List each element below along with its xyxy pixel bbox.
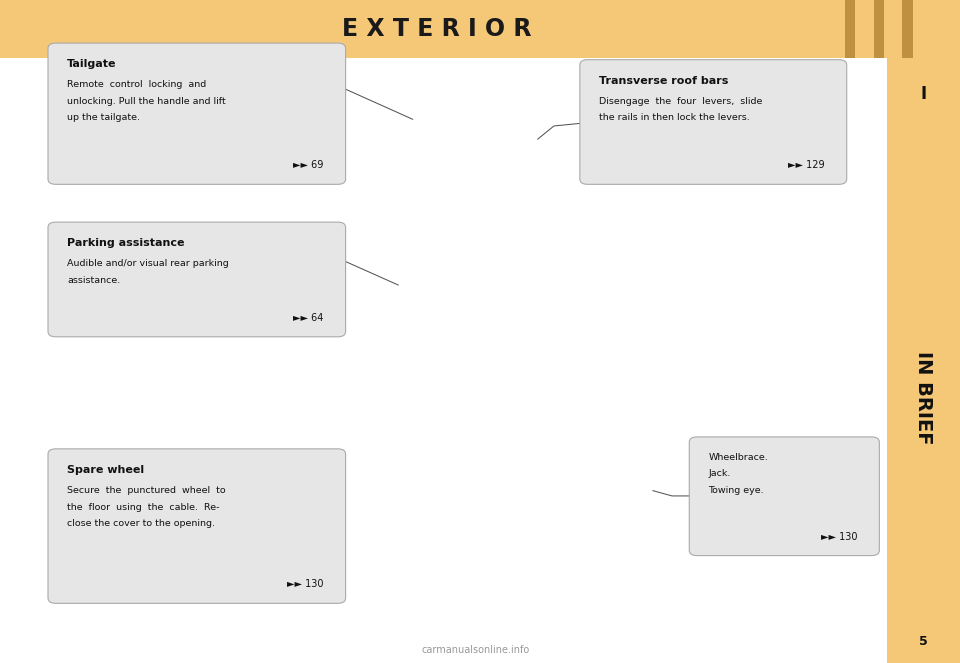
Text: Remote  control  locking  and: Remote control locking and bbox=[67, 80, 206, 90]
Text: carmanualsonline.info: carmanualsonline.info bbox=[421, 645, 529, 655]
Text: Parking assistance: Parking assistance bbox=[67, 238, 184, 248]
Text: up the tailgate.: up the tailgate. bbox=[67, 113, 140, 123]
FancyBboxPatch shape bbox=[48, 43, 346, 184]
Text: ►► 129: ►► 129 bbox=[788, 160, 825, 170]
Text: Secure  the  punctured  wheel  to: Secure the punctured wheel to bbox=[67, 486, 226, 495]
Text: close the cover to the opening.: close the cover to the opening. bbox=[67, 519, 215, 528]
Text: ►► 69: ►► 69 bbox=[293, 160, 324, 170]
Bar bbox=[859, 0, 870, 58]
Text: Disengage  the  four  levers,  slide: Disengage the four levers, slide bbox=[599, 97, 762, 106]
Bar bbox=[887, 0, 960, 663]
FancyBboxPatch shape bbox=[48, 222, 346, 337]
Bar bbox=[874, 0, 884, 58]
Text: assistance.: assistance. bbox=[67, 276, 120, 285]
Text: Audible and/or visual rear parking: Audible and/or visual rear parking bbox=[67, 259, 228, 269]
Text: IN BRIEF: IN BRIEF bbox=[914, 351, 933, 445]
Text: Wheelbrace.: Wheelbrace. bbox=[708, 453, 768, 462]
Text: Tailgate: Tailgate bbox=[67, 59, 117, 69]
Text: I: I bbox=[921, 85, 926, 103]
Text: 5: 5 bbox=[919, 635, 928, 648]
Text: ►► 130: ►► 130 bbox=[821, 532, 857, 542]
Text: Towing eye.: Towing eye. bbox=[708, 486, 764, 495]
Bar bbox=[888, 0, 899, 58]
Text: the  floor  using  the  cable.  Re-: the floor using the cable. Re- bbox=[67, 503, 220, 512]
Text: ►► 64: ►► 64 bbox=[293, 313, 324, 323]
Text: Spare wheel: Spare wheel bbox=[67, 465, 144, 475]
Text: unlocking. Pull the handle and lift: unlocking. Pull the handle and lift bbox=[67, 97, 226, 106]
Text: ►► 130: ►► 130 bbox=[287, 579, 324, 589]
Text: Jack.: Jack. bbox=[708, 469, 731, 479]
Bar bbox=[0, 0, 960, 58]
Bar bbox=[845, 0, 855, 58]
Text: E X T E R I O R: E X T E R I O R bbox=[342, 17, 532, 41]
FancyBboxPatch shape bbox=[48, 449, 346, 603]
Bar bbox=[902, 0, 913, 58]
FancyBboxPatch shape bbox=[689, 437, 879, 556]
Text: the rails in then lock the levers.: the rails in then lock the levers. bbox=[599, 113, 750, 123]
Text: Transverse roof bars: Transverse roof bars bbox=[599, 76, 729, 86]
FancyBboxPatch shape bbox=[580, 60, 847, 184]
